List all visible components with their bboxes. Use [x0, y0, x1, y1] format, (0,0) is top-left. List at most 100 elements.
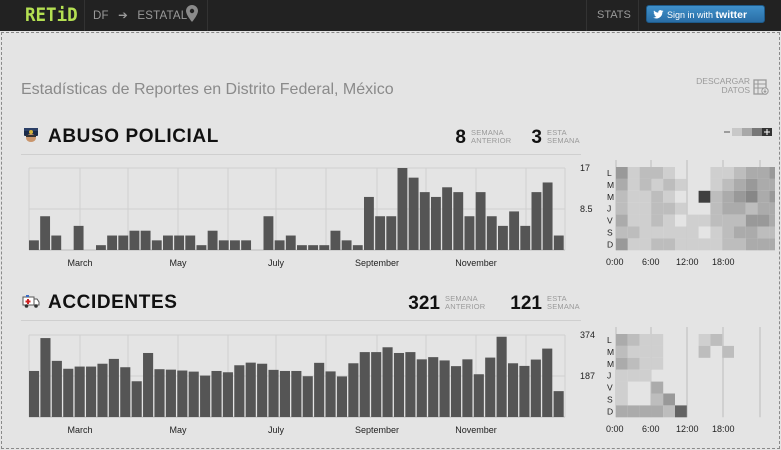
bar[interactable]: [364, 196, 374, 250]
heatmap-cell[interactable]: [745, 226, 758, 239]
bar[interactable]: [218, 240, 229, 250]
heatmap-cell[interactable]: [745, 214, 758, 227]
bar[interactable]: [553, 391, 564, 417]
heatmap-cell[interactable]: [698, 214, 711, 227]
bar[interactable]: [473, 374, 484, 417]
bar[interactable]: [453, 192, 464, 250]
bar[interactable]: [530, 359, 541, 417]
bar[interactable]: [393, 352, 405, 417]
heatmap-cell[interactable]: [639, 167, 652, 179]
bar[interactable]: [498, 225, 508, 250]
bar[interactable]: [51, 360, 62, 417]
bar[interactable]: [428, 357, 439, 417]
heatmap-cell[interactable]: [710, 214, 723, 227]
heatmap-cell[interactable]: [745, 190, 758, 203]
bar[interactable]: [140, 230, 151, 250]
bar[interactable]: [348, 363, 359, 417]
heatmap-cell[interactable]: [639, 405, 652, 418]
heatmap-cell[interactable]: [651, 178, 664, 191]
heatmap-cell[interactable]: [745, 167, 758, 179]
bar[interactable]: [319, 245, 330, 250]
heatmap-cell[interactable]: [734, 214, 746, 227]
heatmap-cell[interactable]: [686, 214, 699, 227]
heatmap-cell[interactable]: [627, 405, 640, 418]
heatmap-cell[interactable]: [616, 238, 628, 251]
heatmap-cell[interactable]: [675, 405, 687, 418]
heatmap-cell[interactable]: [745, 178, 758, 191]
heatmap-cell[interactable]: [734, 178, 746, 191]
heatmap-cell[interactable]: [616, 369, 628, 382]
heatmap-cell[interactable]: [627, 178, 640, 191]
bar[interactable]: [63, 368, 74, 417]
bar[interactable]: [29, 370, 40, 417]
heatmap-cell[interactable]: [616, 334, 628, 346]
bar[interactable]: [442, 187, 453, 250]
heatmap-cell[interactable]: [651, 405, 664, 418]
heatmap-cell[interactable]: [745, 202, 758, 215]
bar[interactable]: [325, 371, 336, 417]
heatmap-cell[interactable]: [757, 167, 770, 179]
bar[interactable]: [519, 365, 530, 417]
bar[interactable]: [118, 235, 129, 250]
bar[interactable]: [174, 235, 185, 250]
heatmap-cell[interactable]: [663, 226, 675, 239]
heatmap-cell[interactable]: [639, 345, 652, 358]
heatmap-cell[interactable]: [698, 345, 711, 358]
heatmap-cell[interactable]: [698, 334, 711, 346]
bar[interactable]: [336, 376, 348, 417]
heatmap-cell[interactable]: [616, 393, 628, 406]
heatmap-cell[interactable]: [710, 238, 723, 251]
bar[interactable]: [74, 366, 85, 417]
bar[interactable]: [431, 196, 441, 250]
bar[interactable]: [120, 367, 131, 417]
heatmap-cell[interactable]: [722, 190, 734, 203]
bar[interactable]: [308, 245, 319, 250]
heatmap-cell[interactable]: [734, 202, 746, 215]
bar[interactable]: [263, 216, 274, 250]
heatmap-cell[interactable]: [757, 238, 770, 251]
heatmap-cell[interactable]: [627, 214, 640, 227]
bar[interactable]: [509, 211, 520, 250]
heatmap-cell[interactable]: [616, 345, 628, 358]
bar[interactable]: [245, 362, 256, 417]
heatmap-cell[interactable]: [722, 167, 734, 179]
download-table-icon[interactable]: [753, 79, 769, 95]
bar[interactable]: [302, 376, 313, 417]
bar[interactable]: [257, 363, 268, 417]
bar[interactable]: [553, 235, 564, 250]
heatmap-cell[interactable]: [639, 214, 652, 227]
heatmap-cell[interactable]: [734, 190, 746, 203]
bar[interactable]: [40, 216, 51, 250]
heatmap-cell[interactable]: [627, 167, 640, 179]
bar[interactable]: [542, 182, 553, 250]
heatmap-cell[interactable]: [675, 238, 687, 251]
heatmap-cell[interactable]: [651, 334, 664, 346]
stats-link[interactable]: STATS: [597, 9, 631, 21]
bar[interactable]: [285, 235, 296, 250]
heatmap-cell[interactable]: [675, 226, 687, 239]
heatmap-cell[interactable]: [722, 345, 734, 358]
map-pin-icon[interactable]: [186, 5, 198, 23]
heatmap-cell[interactable]: [769, 167, 775, 179]
heatmap-cell[interactable]: [651, 226, 664, 239]
heatmap-cell[interactable]: [616, 357, 628, 370]
heatmap-cell[interactable]: [627, 226, 640, 239]
bar[interactable]: [330, 230, 341, 250]
bar[interactable]: [241, 240, 252, 250]
heatmap-cell[interactable]: [769, 178, 775, 191]
heatmap-cell[interactable]: [698, 190, 711, 203]
bar[interactable]: [397, 168, 408, 250]
download-data-link[interactable]: DESCARGAR DATOS: [690, 77, 750, 95]
heatmap-cell[interactable]: [663, 190, 675, 203]
bar[interactable]: [496, 336, 507, 417]
heatmap-cell[interactable]: [651, 202, 664, 215]
bar[interactable]: [386, 216, 397, 250]
heatmap-cell[interactable]: [710, 334, 723, 346]
heatmap-cell[interactable]: [675, 202, 687, 215]
bar[interactable]: [29, 240, 39, 250]
heatmap-cell[interactable]: [686, 238, 699, 251]
heatmap-cell[interactable]: [769, 214, 775, 227]
heatmap-cell[interactable]: [639, 369, 652, 382]
heatmap-cell[interactable]: [675, 178, 687, 191]
bar[interactable]: [151, 240, 162, 250]
